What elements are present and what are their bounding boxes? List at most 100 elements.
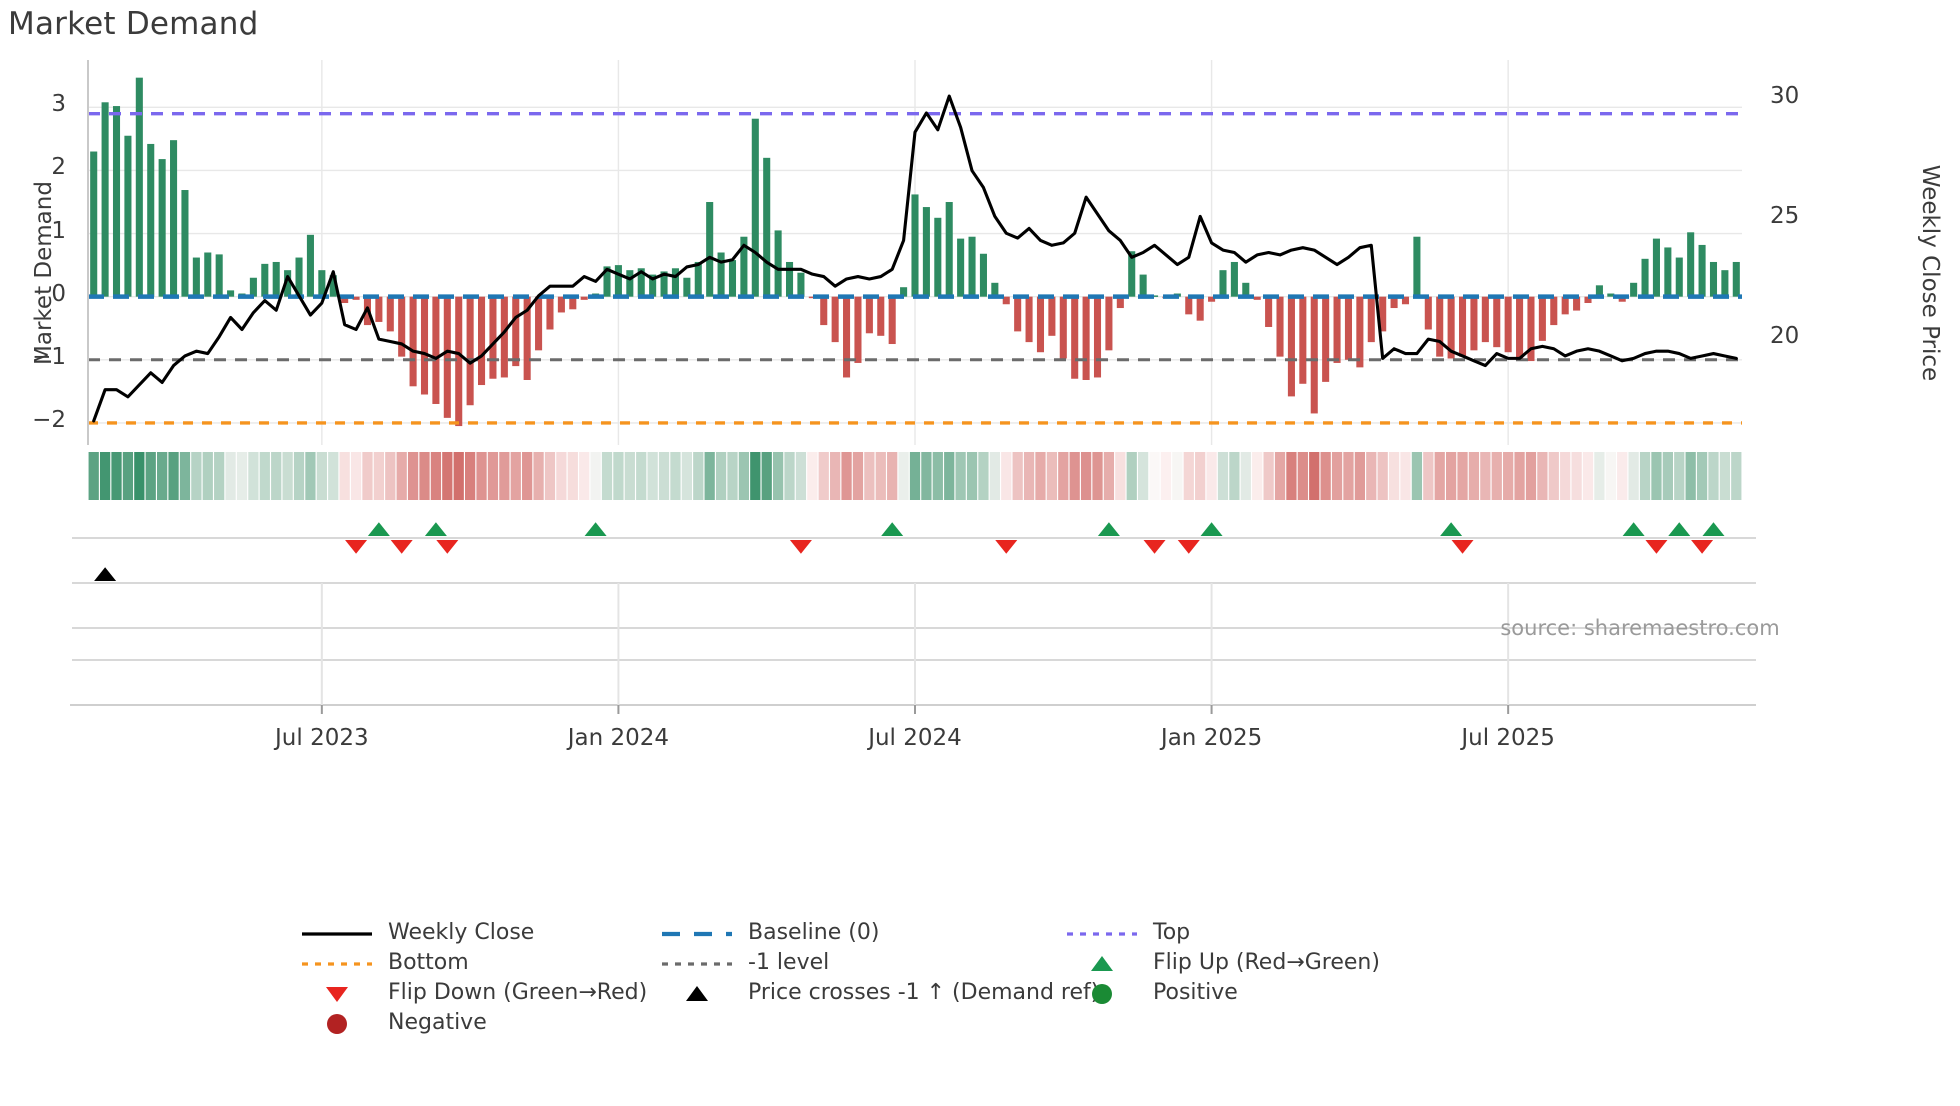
demand-bar-negative — [1276, 296, 1284, 357]
flip-down-marker — [995, 540, 1018, 554]
heatmap-cell — [339, 452, 350, 500]
heatmap-cell — [750, 452, 761, 500]
demand-bar-negative — [523, 296, 531, 380]
circle-key — [327, 1013, 347, 1034]
demand-bar-positive — [991, 282, 999, 297]
heatmap-cell — [1320, 452, 1331, 500]
heatmap-cell — [1240, 452, 1251, 500]
heatmap-cell — [1183, 452, 1194, 500]
demand-bar-positive — [101, 102, 109, 297]
heatmap-cell — [624, 452, 635, 500]
demand-bar-negative — [1573, 296, 1581, 311]
y-tick-left-3: 0 — [51, 280, 66, 307]
demand-bar-positive — [192, 257, 200, 297]
legend-item[interactable]: Flip Up (Red→Green) — [1065, 950, 1380, 975]
demand-bar-positive — [181, 190, 189, 297]
y-tick-left-4: −1 — [32, 343, 66, 370]
legend-item[interactable]: Bottom — [300, 950, 469, 975]
heatmap-cell — [396, 452, 407, 500]
x-tick-1: Jan 2024 — [567, 725, 670, 751]
demand-bar-positive — [170, 140, 178, 297]
heatmap-cell — [1377, 452, 1388, 500]
flip-up-marker — [1702, 522, 1725, 536]
legend-key-icon — [1065, 982, 1139, 1004]
demand-bar-negative — [865, 296, 873, 334]
demand-bar-negative — [1002, 296, 1010, 305]
heatmap-cell — [293, 452, 305, 500]
demand-bar-positive — [763, 157, 771, 297]
heatmap-cell — [636, 452, 647, 500]
demand-bar-negative — [1093, 296, 1102, 378]
demand-bar-positive — [911, 194, 919, 297]
dotted-line-key — [1067, 931, 1137, 936]
demand-bar-positive — [1230, 261, 1238, 297]
demand-bar-positive — [147, 143, 155, 297]
demand-bar-positive — [124, 135, 132, 297]
demand-bar-negative — [535, 296, 543, 351]
legend-item[interactable]: Weekly Close — [300, 920, 534, 945]
flip-down-marker — [789, 540, 812, 554]
demand-bar-negative — [1618, 296, 1626, 302]
legend-item[interactable]: Flip Down (Green→Red) — [300, 980, 647, 1005]
circle-key — [1092, 983, 1112, 1004]
heatmap-cell — [715, 452, 727, 500]
legend-item[interactable]: Negative — [300, 1010, 487, 1035]
legend-item[interactable]: Price crosses -1 ↑ (Demand ref) — [660, 980, 1099, 1005]
heatmap-cell — [1001, 452, 1012, 500]
demand-bar-negative — [580, 296, 588, 300]
heatmap-cell — [921, 452, 932, 500]
heatmap-cell — [1092, 452, 1103, 500]
flip-up-marker — [1622, 522, 1645, 536]
demand-bar-negative — [1584, 296, 1592, 303]
demand-bar-negative — [478, 296, 486, 386]
demand-bar-positive — [1139, 274, 1147, 297]
heatmap-cell — [1423, 452, 1434, 500]
heatmap-cell — [1537, 452, 1548, 500]
x-tick-3: Jan 2025 — [1160, 725, 1263, 751]
heatmap-cell — [727, 452, 738, 500]
legend-label: Bottom — [388, 950, 469, 975]
legend-item[interactable]: Top — [1065, 920, 1190, 945]
heatmap-cell — [556, 452, 567, 500]
heatmap-cell — [1343, 452, 1354, 500]
legend-item[interactable]: Positive — [1065, 980, 1238, 1005]
demand-bar-negative — [1493, 296, 1501, 348]
demand-bar-negative — [546, 296, 554, 330]
heatmap-cell — [373, 452, 385, 500]
demand-bar-negative — [1059, 296, 1067, 359]
flip-down-marker — [1691, 540, 1714, 554]
heatmap-cell — [99, 452, 111, 500]
demand-bar-positive — [694, 261, 702, 297]
demand-bar-negative — [877, 296, 885, 336]
heatmap-cell — [202, 452, 213, 500]
heatmap-cell — [362, 452, 373, 500]
dashed-line-wide-key — [662, 931, 732, 936]
heatmap-cell — [1560, 452, 1571, 500]
demand-bar-negative — [1356, 296, 1364, 368]
demand-bar-positive — [215, 254, 223, 297]
demand-bar-positive — [135, 77, 143, 297]
heatmap-cell — [499, 452, 510, 500]
flip-up-marker — [1440, 522, 1463, 536]
heatmap-cell — [111, 452, 122, 500]
legend-label: -1 level — [748, 950, 830, 975]
heatmap-cell — [1206, 452, 1217, 500]
heatmap-cell — [1103, 452, 1115, 500]
heatmap-cell — [453, 452, 464, 500]
demand-bar-negative — [1550, 296, 1558, 326]
demand-bar-positive — [626, 270, 634, 297]
x-tick-4: Jul 2025 — [1461, 725, 1555, 751]
legend-item[interactable]: Baseline (0) — [660, 920, 879, 945]
demand-bar-negative — [1185, 296, 1193, 315]
demand-bar-negative — [808, 296, 816, 299]
legend-item[interactable]: -1 level — [660, 950, 829, 975]
heatmap-cell — [647, 452, 658, 500]
demand-bar-negative — [1390, 296, 1398, 309]
demand-bar-positive — [751, 118, 759, 297]
demand-bar-negative — [1082, 296, 1090, 380]
demand-bar-negative — [1322, 296, 1330, 382]
heatmap-cell — [1160, 452, 1172, 500]
demand-bar-positive — [922, 207, 930, 297]
demand-bar-positive — [90, 151, 98, 297]
demand-bar-positive — [329, 275, 337, 297]
